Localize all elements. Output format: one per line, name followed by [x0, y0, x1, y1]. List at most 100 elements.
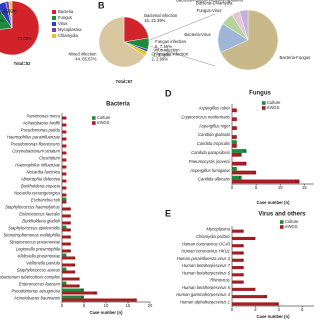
y-tick-label: Human betaherpesvirus 5	[182, 285, 231, 290]
bar-value-label: 1	[241, 273, 243, 277]
x-tick-label: 10	[278, 185, 283, 190]
slice-label: Chlamydia infection	[152, 51, 189, 56]
bar	[232, 175, 242, 180]
bar	[62, 130, 67, 134]
legend-label: Culture	[285, 219, 299, 224]
bar-value-label: 2	[239, 153, 241, 157]
bar	[62, 295, 84, 299]
bar	[232, 161, 247, 166]
bar	[62, 116, 67, 120]
y-tick-label: Abiotrophia defectiva	[20, 177, 61, 182]
y-tick-label: Candida tropicalis	[197, 141, 231, 146]
bar	[62, 228, 71, 232]
y-tick-label: Burkholderia cepacia	[21, 184, 61, 189]
legend-swatch	[262, 101, 266, 105]
y-tick-label: Haemophilus influenzae	[15, 163, 60, 168]
legend-swatch	[92, 116, 96, 120]
y-tick-label: Nocardia cyriacigeorgica	[14, 191, 61, 196]
y-tick-label: Staphylococcus epidermidis	[8, 226, 61, 231]
bar-value-label: 2	[68, 242, 70, 246]
x-axis-label: Case number (n)	[89, 310, 123, 315]
x-tick-label: 20	[148, 303, 153, 308]
x-tick-label: 5	[255, 185, 258, 190]
bar	[62, 270, 76, 274]
bar	[232, 302, 279, 306]
bar	[232, 258, 244, 262]
bar-value-label: 4	[77, 284, 79, 288]
bar	[62, 225, 67, 229]
y-tick-label: Human parainfluenza virus 3	[177, 256, 231, 261]
slice-label: Bacteria-Chlamydia	[196, 0, 233, 5]
legend-label: mNGS	[97, 120, 110, 125]
y-tick-label: Parvimonas micra	[26, 114, 60, 119]
bar	[62, 256, 76, 260]
y-tick-label: Haemophilus parainfluenzae	[7, 135, 61, 140]
y-tick-label: Staphylococcus aureus	[17, 268, 61, 273]
x-tick-label: 0	[231, 185, 234, 190]
bar-value-label: 5	[253, 170, 255, 174]
y-tick-label: Chlamydia psittaci	[196, 234, 231, 239]
bar	[232, 126, 237, 130]
y-tick-label: Pseudomonas putida	[21, 128, 61, 133]
bar	[62, 172, 67, 176]
bar	[62, 284, 80, 288]
y-tick-label: Stenotrophomonas maltophilia	[3, 233, 60, 238]
y-tick-label: Enterococcus faecium	[19, 282, 61, 287]
pie-slice	[0, 0, 40, 56]
bar	[232, 251, 244, 255]
slice-label: Bacterial infection	[144, 13, 178, 18]
legend-label: Mycoplasma	[58, 27, 82, 32]
bar	[62, 200, 67, 204]
chart-title: Bacteria	[106, 102, 130, 108]
y-tick-label: Human betaherpesvirus 7	[182, 263, 231, 268]
slice-label: Bacteria-Fungus	[280, 55, 311, 60]
bar-value-label: 3	[244, 162, 246, 166]
x-axis-label: Case number (n)	[256, 314, 290, 319]
bar-value-label: 17	[132, 298, 136, 302]
y-tick-label: Candida albicans	[198, 177, 231, 182]
bar-value-label: 2	[68, 214, 70, 218]
slice-label: Fungus-Virus	[197, 8, 222, 13]
bar	[62, 179, 67, 183]
bar	[232, 179, 300, 184]
y-tick-label: Pseudomonas fluorescens	[11, 142, 61, 147]
legend-swatch	[280, 225, 284, 229]
slice-label: Virus infection	[153, 47, 180, 52]
x-tick-label: 0	[231, 307, 234, 312]
legend-swatch	[52, 22, 56, 26]
bar-value-label: 3	[244, 149, 246, 153]
y-tick-label: Streptococcus pneumoniae	[9, 240, 60, 245]
y-tick-label: Candida glabrata	[198, 132, 231, 137]
legend-swatch	[92, 121, 96, 125]
total-label: Total=52	[14, 61, 31, 66]
y-tick-label: Cryptococcus neoformans	[181, 114, 231, 119]
bar	[62, 267, 67, 271]
bar	[232, 152, 242, 157]
bar-value-label: 1	[241, 265, 243, 269]
bar	[62, 288, 84, 292]
pie-slice	[98, 16, 146, 68]
panel-letter: B	[98, 0, 105, 10]
legend-swatch	[280, 220, 284, 224]
bar-value-label: 3	[72, 270, 74, 274]
y-tick-label: Enterococcus faecalis	[19, 212, 61, 217]
slice-value-label: 1.92%	[3, 9, 15, 14]
bar	[62, 207, 71, 211]
panel-letter: E	[165, 208, 171, 218]
bar	[62, 123, 67, 127]
slice-value-label: 5, 7.46%	[155, 44, 172, 49]
bar	[62, 249, 71, 253]
y-tick-label: Aspergillus niger	[198, 123, 231, 128]
slice-label: Fungus infection	[155, 39, 186, 44]
bar	[62, 298, 137, 302]
bar	[232, 170, 257, 175]
legend-label: mNGS	[285, 224, 298, 229]
bar	[232, 280, 244, 284]
slice-value-label: 1.92%	[5, 8, 17, 13]
bar-value-label: 2	[68, 221, 70, 225]
bar-value-label: 1	[241, 251, 243, 255]
bar	[62, 277, 80, 281]
slice-value-label: 5.77%	[0, 10, 11, 15]
x-tick-label: 4	[278, 307, 281, 312]
